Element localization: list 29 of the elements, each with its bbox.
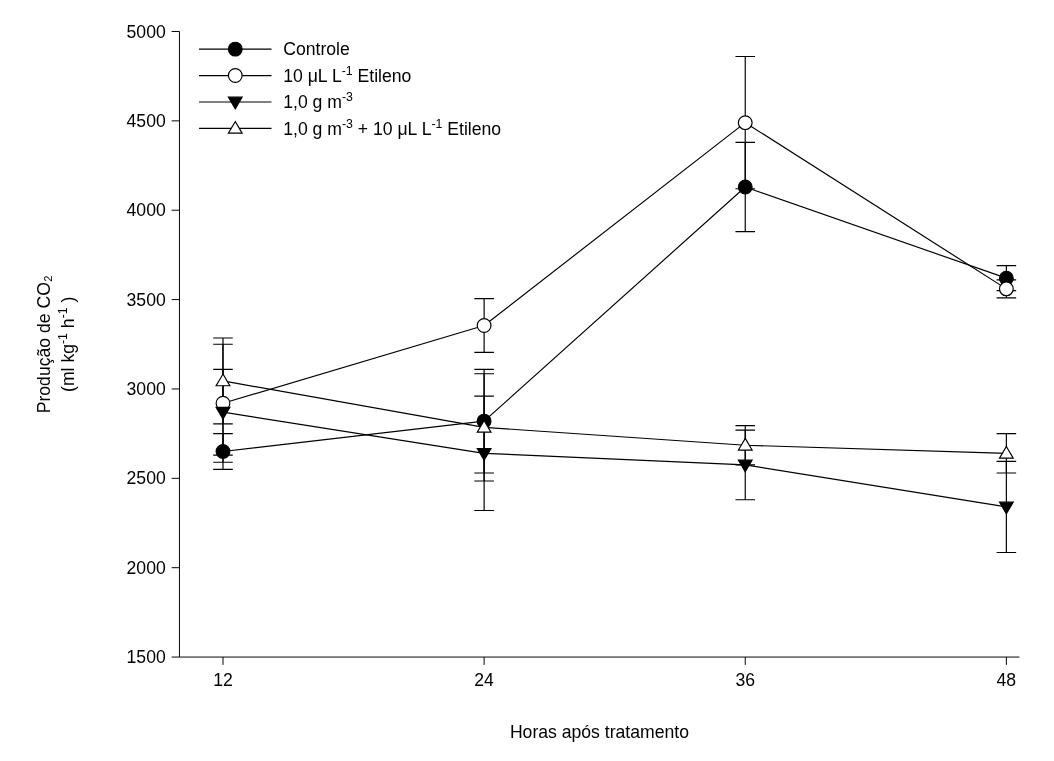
point	[737, 437, 753, 451]
x-tick-label: 12	[213, 670, 233, 691]
point	[215, 406, 231, 420]
point	[737, 115, 753, 131]
y-tick-label: 4500	[126, 111, 166, 132]
legend-label: 10 μL L$^{-1}$ Etileno	[283, 63, 412, 86]
y-tick-label: 2000	[126, 557, 166, 578]
point	[998, 445, 1014, 459]
x-axis-title: Horas após tratamento	[509, 722, 690, 743]
legend-label: 1,0 g m$^{-3}$	[283, 90, 354, 113]
x-tick-label: 36	[735, 670, 756, 691]
y-tick-label: 3500	[126, 289, 166, 310]
y-tick-label: 3000	[126, 379, 166, 400]
y-tick-label: 5000	[126, 21, 166, 42]
x-tick-label: 48	[996, 670, 1017, 691]
point	[737, 459, 753, 473]
point	[215, 373, 231, 387]
point	[476, 447, 492, 461]
point	[215, 444, 231, 459]
point	[476, 318, 492, 333]
x-tick-label: 24	[474, 670, 495, 691]
y-tick-label: 1500	[126, 647, 166, 668]
y-tick-label: 4000	[126, 200, 166, 221]
point	[737, 179, 753, 195]
legend-label: 1,0 g m$^{-3}$ + 10 μL L$^{-1}$ Etileno	[283, 116, 502, 139]
legend-label: Controle	[283, 39, 350, 60]
point	[998, 501, 1014, 515]
y-tick-label: 2500	[126, 468, 166, 489]
point	[476, 419, 492, 433]
